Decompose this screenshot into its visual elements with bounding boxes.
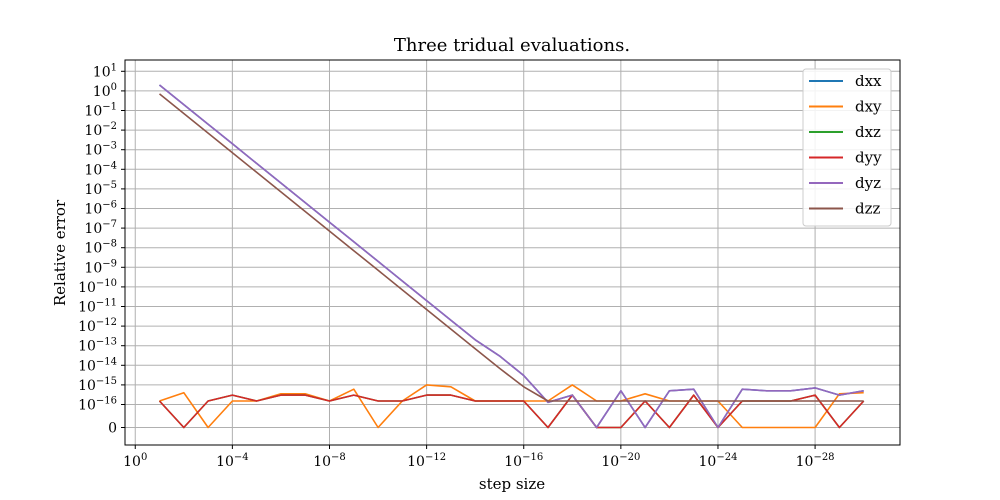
plot-frame — [124, 59, 901, 446]
series-line-dyz — [158, 84, 864, 429]
legend-box — [802, 68, 892, 227]
y-tick-label: 10−6 — [84, 200, 117, 218]
grid-lines — [125, 60, 900, 445]
x-tick-label: 10−8 — [313, 452, 346, 470]
y-tick-label: 100 — [93, 82, 117, 100]
legend: dxx dxy dxz dyy dyz dzz — [802, 68, 892, 227]
x-tick-label: 10−12 — [407, 452, 446, 470]
y-tick-label: 10−15 — [78, 376, 117, 394]
legend-label-dzz: dzz — [855, 200, 881, 218]
legend-label-dyy: dyy — [855, 149, 882, 167]
legend-label-dxy: dxy — [855, 98, 882, 116]
legend-label-dxx: dxx — [855, 72, 882, 90]
y-tick-label: 10−5 — [84, 180, 117, 198]
y-tick-label: 10−8 — [84, 239, 117, 257]
y-tick-label: 10−7 — [84, 219, 117, 237]
y-tick-label: 101 — [93, 62, 117, 80]
legend-label-dyz: dyz — [855, 174, 881, 192]
y-tick-label: 10−13 — [78, 337, 117, 355]
y-tick-label: 10−16 — [78, 396, 117, 414]
y-tick-label: 10−12 — [78, 317, 117, 335]
series-line-dzz — [158, 93, 864, 402]
y-tick-label: 10−9 — [84, 258, 117, 276]
y-tick-label: 10−4 — [84, 160, 117, 178]
y-tick-label: 10−3 — [84, 141, 117, 159]
y-tick-label: 10−14 — [78, 356, 117, 374]
x-tick-label: 100 — [123, 452, 147, 470]
x-axis-label: step size — [479, 475, 545, 493]
x-tick-label: 10−16 — [504, 452, 543, 470]
y-tick-label: 10−11 — [78, 298, 117, 316]
y-axis-label: Relative error — [51, 199, 69, 306]
x-tick-label: 10−4 — [216, 452, 249, 470]
legend-label-dxz: dxz — [855, 123, 881, 141]
x-tick-label: 10−24 — [699, 452, 738, 470]
y-tick-label: 10−2 — [84, 121, 117, 139]
y-tick-label: 0 — [108, 421, 117, 437]
x-tick-label: 10−20 — [601, 452, 640, 470]
axis-ticks: 100 10−4 10−8 10−12 10−16 10−20 10−24 10−28 0 10−… — [78, 62, 834, 470]
series-lines — [158, 84, 865, 429]
chart-title: Three tridual evaluations. — [394, 35, 630, 56]
x-tick-label: 10−28 — [796, 452, 835, 470]
y-tick-label: 10−1 — [84, 102, 117, 120]
y-tick-label: 10−10 — [78, 278, 117, 296]
